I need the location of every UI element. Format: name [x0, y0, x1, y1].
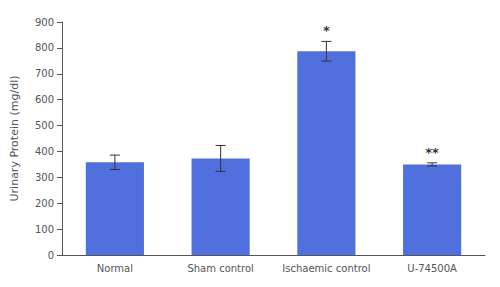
svg-text:400: 400: [35, 146, 54, 157]
svg-text:Sham control: Sham control: [187, 263, 253, 274]
svg-text:Urinary Protein (mg/dl): Urinary Protein (mg/dl): [8, 76, 21, 202]
svg-text:500: 500: [35, 120, 54, 131]
svg-text:Ischaemic control: Ischaemic control: [282, 263, 370, 274]
svg-text:900: 900: [35, 17, 54, 28]
svg-text:700: 700: [35, 68, 54, 79]
svg-text:*: *: [323, 23, 330, 38]
svg-text:600: 600: [35, 94, 54, 105]
svg-text:Normal: Normal: [97, 263, 133, 274]
svg-text:200: 200: [35, 198, 54, 209]
svg-text:0: 0: [48, 250, 54, 261]
svg-text:800: 800: [35, 42, 54, 53]
svg-text:100: 100: [35, 224, 54, 235]
svg-text:U-74500A: U-74500A: [407, 263, 457, 274]
svg-text:300: 300: [35, 172, 54, 183]
svg-text:**: **: [425, 145, 439, 160]
